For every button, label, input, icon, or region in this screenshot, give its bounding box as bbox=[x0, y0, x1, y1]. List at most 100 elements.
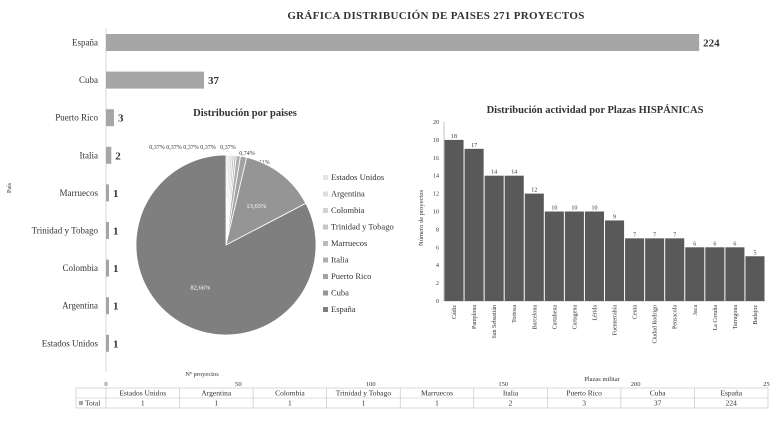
legend-label-puerto-rico: Puerto Rico bbox=[331, 271, 371, 281]
column-value-pamplona: 17 bbox=[471, 143, 477, 149]
bar-argentina bbox=[106, 297, 109, 315]
table-cell-italia: 2 bbox=[509, 399, 513, 408]
pie-label-marruecos: 0,37% bbox=[220, 145, 236, 151]
column-chart-y-label: Número de proyectos bbox=[418, 190, 425, 246]
legend-swatch-cuba bbox=[323, 290, 328, 296]
column-value-lerida: 10 bbox=[591, 206, 597, 212]
table-cell-marruecos: 1 bbox=[435, 399, 439, 408]
bar-marruecos bbox=[106, 184, 109, 202]
column-value-la-coruna: 6 bbox=[713, 241, 716, 247]
column-label-jaca: Jaca bbox=[693, 305, 699, 316]
column-chart: 0 2 4 6 8 10 12 14 16 18 20 18 Cádiz 17 Pamplona 14 San … bbox=[433, 120, 765, 344]
legend-swatch-espana bbox=[323, 307, 328, 312]
column-san-sebastian bbox=[484, 175, 504, 301]
table-row-label: Total bbox=[85, 399, 100, 408]
column-value-barcelona: 12 bbox=[531, 188, 537, 194]
col-y-tick-2: 2 bbox=[436, 281, 439, 287]
column-label-pamplona: Pamplona bbox=[472, 305, 478, 329]
bar-estados-unidos bbox=[106, 334, 109, 352]
table-cell-cuba: 37 bbox=[654, 399, 662, 408]
legend-label-marruecos: Marruecos bbox=[331, 238, 367, 248]
col-y-tick-18: 18 bbox=[433, 138, 439, 144]
table-header-estados-unidos: Estados Unidos bbox=[119, 389, 166, 398]
column-pensacola bbox=[665, 238, 685, 301]
pie-label-trinidad-y-tobago: 0,37% bbox=[200, 145, 216, 151]
legend-label-italia: Italia bbox=[331, 255, 349, 265]
column-value-tarragona: 6 bbox=[733, 241, 736, 247]
category-label-puerto-rico: Puerto Rico bbox=[55, 113, 98, 123]
x-tick-100: 100 bbox=[366, 381, 376, 388]
col-y-tick-0: 0 bbox=[436, 299, 439, 305]
category-label-colombia: Colombia bbox=[63, 263, 99, 273]
legend-label-argentina: Argentina bbox=[331, 189, 365, 199]
table-cell-colombia: 1 bbox=[288, 399, 292, 408]
category-label-estados-unidos: Estados Unidos bbox=[42, 338, 99, 348]
value-label-estados-unidos: 1 bbox=[113, 338, 119, 350]
bar-puerto-rico bbox=[106, 109, 114, 127]
column-chart-title: Distribución actividad por Plazas HISPÁN… bbox=[487, 104, 704, 116]
column-pamplona bbox=[464, 148, 484, 301]
table-header-italia: Italia bbox=[503, 389, 519, 398]
value-label-colombia: 1 bbox=[113, 263, 119, 275]
y-axis-label: País bbox=[7, 182, 13, 193]
column-label-lerida: Lérida bbox=[593, 305, 599, 321]
pie-label-cuba: 13,65% bbox=[246, 203, 267, 210]
legend-label-colombia: Colombia bbox=[331, 205, 365, 215]
pie-legend: Estados Unidos Argentina Colombia Trinidad … bbox=[323, 172, 394, 314]
pie-chart: 0,37%0,37%0,37%0,37%0,37%0,74%1,11%13,65… bbox=[135, 145, 317, 336]
category-label-marruecos: Marruecos bbox=[60, 188, 99, 198]
horizontal-bar-group: España 224 Cuba 37 Puerto Rico 3 Italia 2 Marrue… bbox=[32, 28, 770, 388]
table-header-puerto-rico: Puerto Rico bbox=[566, 389, 602, 398]
column-label-fuenterrabia: Fuenterrabía bbox=[613, 305, 619, 336]
legend-swatch-puerto-rico bbox=[323, 274, 328, 279]
column-label-ciudad-rodrigo: Ciudad Rodrigo bbox=[653, 305, 659, 344]
x-tick-50: 50 bbox=[235, 381, 242, 388]
pie-title: Distribución por paises bbox=[193, 108, 297, 119]
column-label-barcelona: Barcelona bbox=[532, 305, 538, 330]
column-label-tarragona: Tarragona bbox=[733, 305, 739, 330]
column-label-la-coruna: La Coruña bbox=[713, 305, 719, 331]
legend-label-estados-unidos: Estados Unidos bbox=[331, 172, 384, 182]
column-value-cartahena: 10 bbox=[551, 206, 557, 212]
col-y-tick-4: 4 bbox=[436, 263, 439, 269]
col-y-tick-6: 6 bbox=[436, 245, 439, 251]
col-y-tick-16: 16 bbox=[433, 156, 439, 162]
table-cell-trinidad-y-tobago: 1 bbox=[362, 399, 366, 408]
column-label-cadiz: Cádiz bbox=[452, 305, 458, 319]
column-cartagena bbox=[564, 211, 584, 301]
x-tick-150: 150 bbox=[498, 381, 508, 388]
pie-label-argentina: 0,37% bbox=[166, 145, 182, 151]
column-badajoz bbox=[745, 256, 765, 301]
column-value-ceuta: 7 bbox=[633, 232, 636, 238]
column-tarragona bbox=[725, 247, 745, 301]
category-label-italia: Italia bbox=[80, 150, 99, 160]
legend-label-trinidad-y-tobago: Trinidad y Tobago bbox=[331, 222, 394, 232]
column-label-badajoz: Badajoz bbox=[753, 305, 759, 325]
column-value-badajoz: 5 bbox=[753, 250, 756, 256]
pie-label-espana: 82,66% bbox=[190, 284, 211, 291]
col-y-tick-8: 8 bbox=[436, 227, 439, 233]
pie-label-estados-unidos: 0,37% bbox=[149, 145, 165, 151]
table-cell-argentina: 1 bbox=[214, 399, 218, 408]
table-header-trinidad-y-tobago: Trinidad y Tobago bbox=[336, 389, 392, 398]
category-label-argentina: Argentina bbox=[62, 301, 98, 311]
value-label-espana: 224 bbox=[703, 38, 720, 50]
bar-trinidad-y-tobago bbox=[106, 222, 109, 239]
column-value-tortosa: 14 bbox=[511, 170, 517, 176]
legend-swatch-italia bbox=[323, 257, 328, 263]
value-label-argentina: 1 bbox=[113, 301, 119, 313]
column-label-ceuta: Ceuta bbox=[633, 305, 639, 319]
value-label-marruecos: 1 bbox=[113, 188, 119, 200]
legend-swatch-argentina bbox=[323, 191, 328, 197]
table-header-cuba: Cuba bbox=[650, 389, 667, 398]
col-y-tick-20: 20 bbox=[433, 120, 439, 126]
column-label-san-sebastian: San Sebastián bbox=[492, 305, 498, 339]
column-value-cadiz: 18 bbox=[451, 134, 457, 140]
table-header-colombia: Colombia bbox=[275, 389, 305, 398]
column-ciudad-rodrigo bbox=[645, 238, 665, 301]
column-label-tortosa: Tortosa bbox=[512, 305, 518, 323]
legend-swatch-trinidad-y-tobago bbox=[323, 224, 328, 230]
pie-slice-cuba bbox=[225, 156, 307, 246]
table-cell-espana: 224 bbox=[726, 399, 738, 408]
